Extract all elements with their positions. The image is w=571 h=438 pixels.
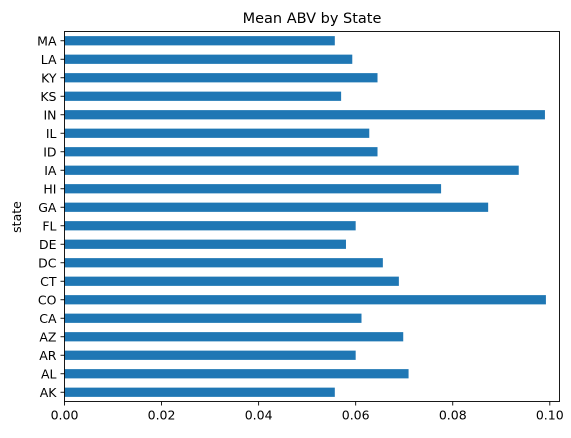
x-tick-label: 0.06 (342, 408, 370, 423)
x-tick-label: 0.02 (148, 408, 176, 423)
y-tick-label-ky: KY (41, 70, 57, 85)
bar-al (64, 369, 409, 379)
bar-ma (64, 36, 335, 46)
y-tick-label-in: IN (43, 107, 56, 122)
bar-ca (64, 313, 362, 323)
y-tick-label-la: LA (41, 52, 57, 67)
x-tick-label: 0.08 (439, 408, 467, 423)
plot-frame (64, 31, 560, 402)
y-tick-label-ia: IA (44, 163, 57, 178)
y-tick-label-ct: CT (40, 274, 57, 289)
y-tick-label-fl: FL (42, 218, 56, 233)
y-tick-label-ga: GA (38, 200, 57, 215)
bar-id (64, 147, 378, 157)
bar-la (64, 54, 353, 64)
bar-co (64, 295, 546, 305)
chart-title: Mean ABV by State (243, 11, 382, 27)
y-tick-label-de: DE (39, 237, 57, 252)
y-tick-label-az: AZ (39, 329, 56, 344)
bar-ak (64, 387, 335, 397)
bar-il (64, 128, 370, 138)
bar-ks (64, 91, 342, 101)
x-tick-label: 0.04 (245, 408, 273, 423)
bar-ar (64, 350, 356, 360)
y-tick-label-id: ID (43, 144, 56, 159)
y-tick-label-co: CO (38, 292, 57, 307)
bar-de (64, 239, 346, 249)
ticks-layer: AK AL AR AZ CA CO CT DC DE FL GA HI IA ID IL IN KS KY LA MA… (37, 33, 564, 422)
bar-ct (64, 276, 399, 286)
y-axis-label: state (9, 201, 24, 233)
bar-ia (64, 165, 519, 175)
y-tick-label-ks: KS (40, 89, 56, 104)
bar-hi (64, 184, 442, 194)
y-tick-label-ar: AR (39, 348, 57, 363)
bars-layer (64, 36, 546, 397)
y-tick-label-al: AL (41, 366, 57, 381)
bar-fl (64, 221, 356, 231)
bar-ga (64, 202, 489, 212)
y-tick-label-hi: HI (43, 181, 56, 196)
bar-dc (64, 258, 383, 268)
y-tick-label-ca: CA (39, 311, 57, 326)
y-tick-label-il: IL (46, 126, 57, 141)
bar-in (64, 110, 545, 120)
bar-ky (64, 73, 378, 83)
y-tick-label-ma: MA (37, 33, 57, 48)
x-tick-label: 0.10 (536, 408, 564, 423)
bar-az (64, 332, 404, 342)
x-tick-label: 0.00 (51, 408, 79, 423)
y-tick-label-dc: DC (38, 255, 57, 270)
y-tick-label-ak: AK (40, 385, 58, 400)
